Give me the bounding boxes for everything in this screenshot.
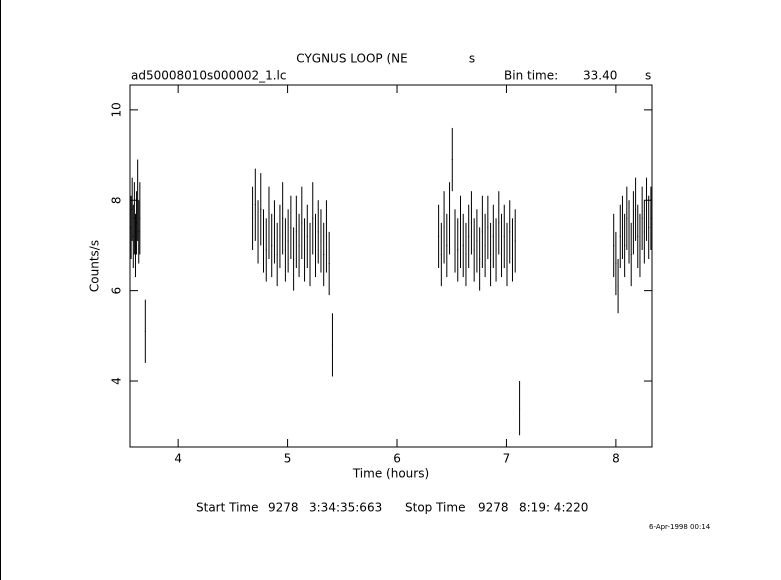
y-tick-label: 10 [110,102,124,117]
y-tick-label: 6 [110,287,124,295]
chart-title: CYGNUS LOOP (NE [296,52,407,66]
start-time: 3:34:35:663 [309,501,382,515]
start-label: Start Time [196,501,259,515]
start-day: 9278 [268,501,299,515]
file-name: ad50008010s000002_1.lc [131,69,287,83]
x-axis-label: Time (hours) [352,467,429,481]
y-axis-label: Counts/s [88,240,102,292]
plot-frame [129,84,653,448]
bin-unit: s [645,69,651,83]
bin-time: 33.40 [583,69,617,83]
bin-label: Bin time: [504,69,558,83]
plot-date: 6-Apr-1998 00:14 [649,523,711,531]
y-tick-label: 8 [110,196,124,204]
x-tick-label: 6 [393,452,401,466]
y-tick-label: 4 [110,377,124,385]
x-tick-label: 7 [503,452,511,466]
stop-label: Stop Time [405,501,465,515]
x-tick-label: 5 [284,452,292,466]
x-tick-label: 4 [174,452,182,466]
x-tick-label: 8 [612,452,620,466]
title-suffix: s [469,52,475,66]
stop-day: 9278 [478,501,509,515]
stop-time: 8:19: 4:220 [519,501,588,515]
